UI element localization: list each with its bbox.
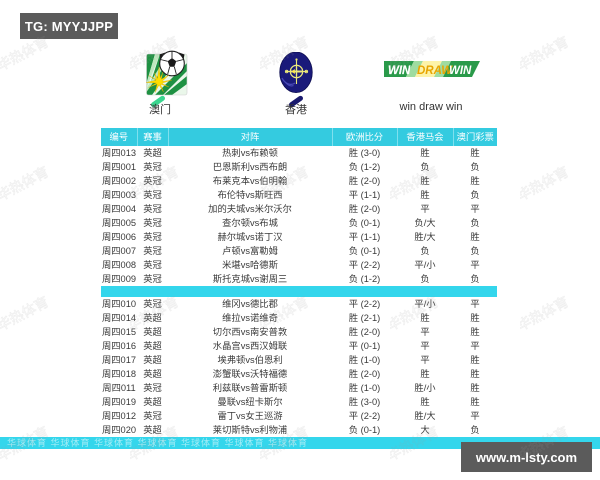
svg-text:DRAW: DRAW — [417, 65, 453, 77]
svg-text:WIN: WIN — [388, 65, 411, 77]
svg-text:WIN: WIN — [449, 65, 472, 77]
